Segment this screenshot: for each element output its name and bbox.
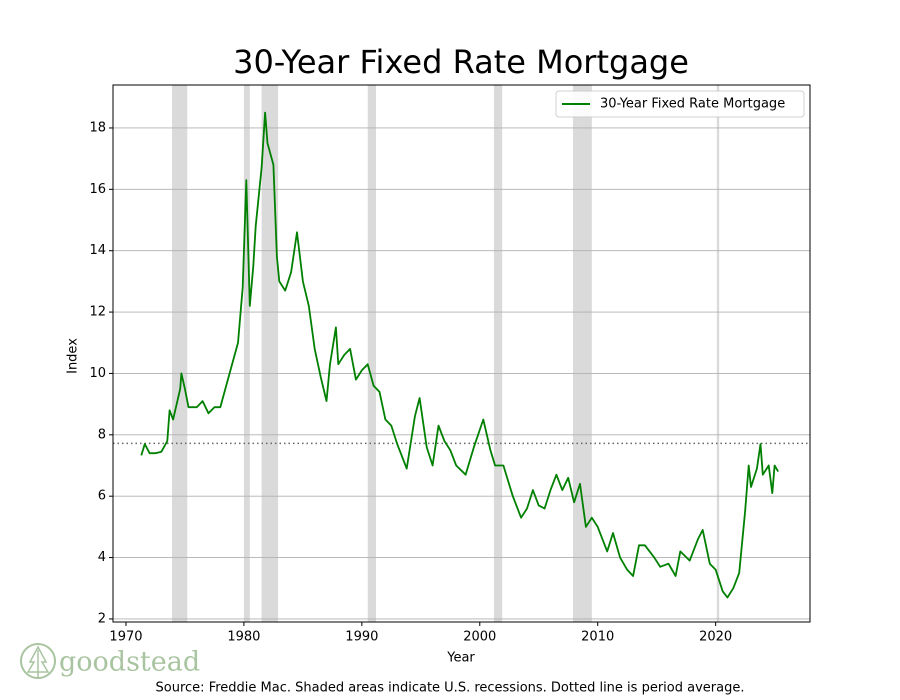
recession-band: [493, 85, 503, 622]
y-tick-label: 6: [98, 489, 106, 504]
y-tick-label: 8: [98, 427, 106, 442]
y-tick-label: 18: [89, 120, 106, 135]
x-tick-label: 1990: [345, 630, 378, 645]
recession-band: [243, 85, 250, 622]
plot-frame: [112, 84, 811, 623]
x-tick-label: 2000: [463, 630, 496, 645]
data-line: [140, 111, 779, 599]
y-tick-label: 2: [98, 611, 106, 626]
y-tick-label: 12: [89, 305, 106, 320]
y-tick-label: 10: [89, 366, 106, 381]
logo-text: goodstead: [59, 647, 200, 678]
recession-band: [171, 85, 188, 622]
legend-label: 30-Year Fixed Rate Mortgage: [600, 97, 785, 112]
recession-band: [367, 85, 376, 622]
x-tick-label: 2020: [699, 630, 732, 645]
plot-background: [113, 85, 810, 622]
logo-icon: [20, 643, 56, 679]
chart-title: 30-Year Fixed Rate Mortgage: [233, 43, 689, 81]
x-tick-label: 1970: [109, 630, 142, 645]
legend-box: [555, 90, 805, 118]
recession-band: [716, 85, 720, 622]
y-tick-label: 4: [98, 550, 106, 565]
recession-band: [261, 85, 279, 622]
y-tick-label: 16: [89, 182, 106, 197]
recession-band: [572, 85, 592, 622]
legend: 30-Year Fixed Rate Mortgage: [555, 90, 805, 118]
plot-area: [113, 85, 810, 622]
y-tick-label: 14: [89, 243, 106, 258]
x-axis-label: Year: [446, 651, 475, 666]
y-axis-label: Index: [66, 338, 81, 374]
source-note: Source: Freddie Mac. Shaded areas indica…: [156, 681, 745, 696]
x-tick-label: 2010: [581, 630, 614, 645]
x-tick-label: 1980: [227, 630, 260, 645]
